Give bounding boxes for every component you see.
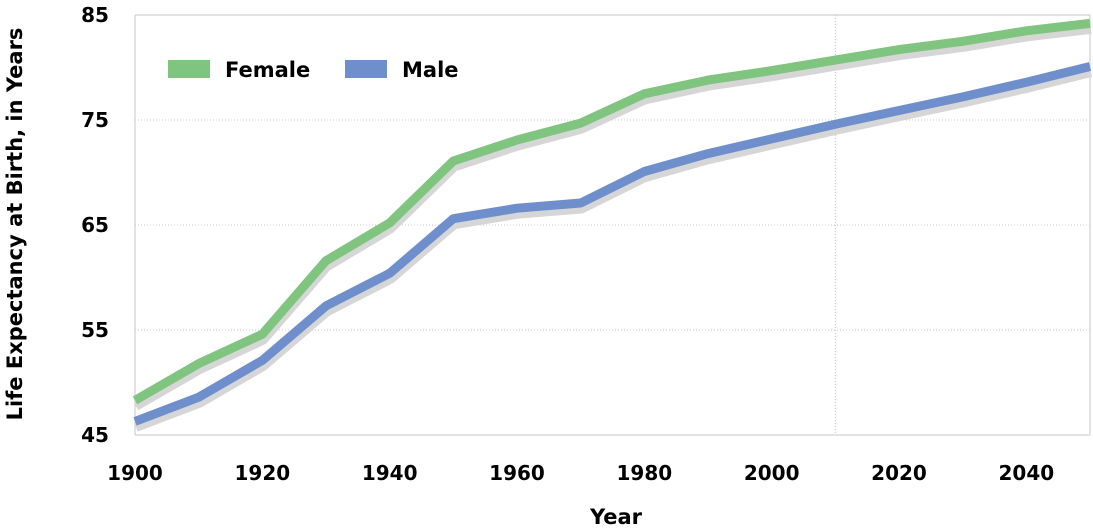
legend-swatch-female [168, 60, 210, 78]
tick-labels: 45 55 65 75 85 1900 1920 1940 1960 1980 2000 2020 20… [81, 3, 1054, 485]
y-tick-label: 55 [81, 318, 109, 342]
y-tick-label: 85 [81, 3, 109, 27]
y-axis-title: Life Expectancy at Birth, in Years [3, 28, 27, 421]
series-line-female [132, 18, 1091, 405]
y-tick-label: 45 [81, 423, 109, 447]
y-tick-label: 65 [81, 213, 109, 237]
x-tick-label: 2020 [871, 461, 927, 485]
legend-label-male: Male [402, 58, 459, 82]
x-tick-label: 2040 [998, 461, 1054, 485]
axes [134, 14, 1091, 436]
y-tick-label: 75 [81, 108, 109, 132]
series-shadow-female [133, 24, 1092, 411]
x-tick-label: 1900 [107, 461, 163, 485]
x-axis-title: Year [589, 505, 643, 529]
x-tick-label: 1940 [362, 461, 418, 485]
series-shadow-male [134, 68, 1093, 432]
x-tick-label: 1960 [489, 461, 545, 485]
legend: Female Male [168, 58, 459, 82]
legend-label-female: Female [225, 58, 310, 82]
series-lines [132, 18, 1093, 432]
legend-swatch-male [345, 60, 387, 78]
series-line-male [133, 62, 1092, 426]
x-tick-label: 1980 [616, 461, 672, 485]
x-tick-label: 2000 [744, 461, 800, 485]
x-tick-label: 1920 [234, 461, 290, 485]
